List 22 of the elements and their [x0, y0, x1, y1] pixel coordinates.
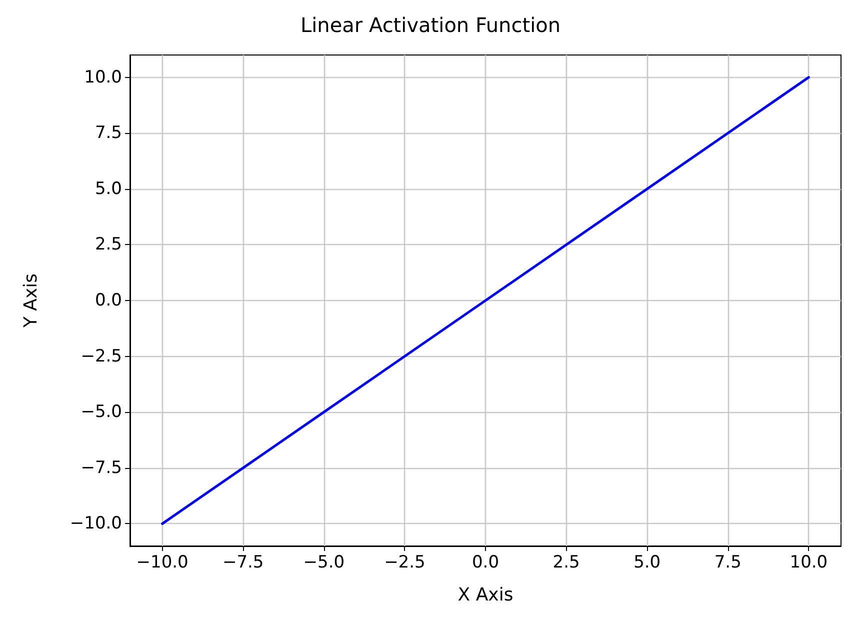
y-axis-title: Y Axis: [20, 273, 42, 329]
x-tick-label: 10.0: [790, 552, 828, 572]
y-tick-label: −10.0: [70, 514, 122, 534]
y-tick-label: −7.5: [80, 458, 122, 478]
x-tick-label: −10.0: [136, 552, 188, 572]
y-tick-label: 10.0: [84, 67, 122, 88]
x-tick-label: −2.5: [384, 552, 426, 572]
chart-title: Linear Activation Function: [300, 13, 561, 37]
x-tick-label: 0.0: [472, 552, 500, 572]
y-tick-label: −2.5: [80, 346, 122, 366]
x-tick-label: −7.5: [222, 552, 264, 572]
y-tick-label: 7.5: [94, 123, 122, 144]
line-series: [161, 76, 810, 525]
x-tick-label: 5.0: [634, 552, 661, 572]
y-tick-label: 5.0: [94, 178, 122, 199]
y-tick-label: 0.0: [94, 290, 122, 310]
y-tick-label: 2.5: [94, 234, 122, 255]
x-tick-label: −5.0: [303, 552, 345, 572]
x-tick-label: 2.5: [552, 552, 580, 572]
x-tick-label: 7.5: [714, 552, 742, 572]
x-axis-title: X Axis: [458, 584, 514, 606]
y-tick-label: −5.0: [80, 402, 122, 422]
